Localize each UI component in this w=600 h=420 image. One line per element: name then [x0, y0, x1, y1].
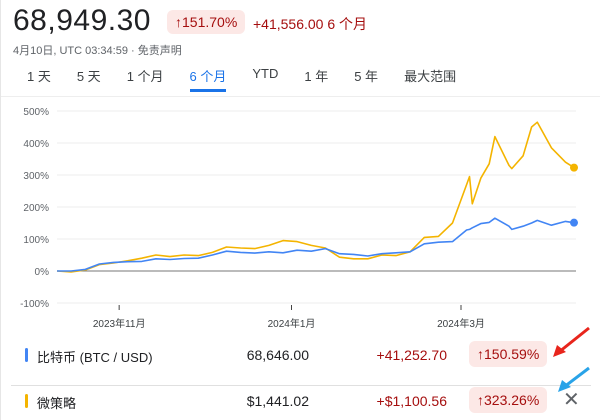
x-tick-label: 2023年11月 — [93, 317, 146, 330]
y-tick-label: 500% — [23, 107, 49, 118]
comparison-chart[interactable]: -100% 0% 100% 200% 300% 400% 500% 2023年11月 2024年… — [1, 95, 600, 335]
y-tick-label: 200% — [23, 203, 49, 214]
close-icon[interactable]: ✕ — [563, 389, 580, 411]
compare-row-btc[interactable]: 比特币 (BTC / USD) 68,646.00 +41,252.70 ↑15… — [1, 335, 600, 375]
current-price: 68,949.30 — [13, 4, 151, 37]
series-line — [56, 121, 575, 273]
divider — [1, 96, 600, 97]
tab-1y[interactable]: 1 年 — [304, 69, 329, 84]
series-color-bar — [25, 394, 28, 408]
row-name: 比特币 (BTC / USD) — [37, 350, 153, 365]
row-pct-badge: ↑323.26% — [469, 387, 548, 413]
row-divider — [11, 385, 591, 386]
tab-1m[interactable]: 1 个月 — [126, 69, 164, 84]
row-pct-badge: ↑150.59% — [469, 341, 548, 367]
tab-5d[interactable]: 5 天 — [76, 69, 101, 84]
tab-ytd[interactable]: YTD — [252, 66, 279, 81]
tab-5y[interactable]: 5 年 — [354, 69, 379, 84]
series-color-bar — [25, 348, 28, 362]
compare-row-mstr[interactable]: 微策略 $1,441.02 +$1,100.56 ↑323.26% ✕ — [1, 381, 600, 420]
y-tick-label: 300% — [23, 171, 49, 182]
row-value: $1,441.02 — [246, 393, 309, 409]
x-tick-label: 2024年3月 — [437, 317, 485, 330]
tab-max[interactable]: 最大范围 — [404, 69, 457, 84]
row-abs-change: +41,252.70 — [376, 347, 447, 363]
y-tick-label: 0% — [35, 267, 50, 278]
range-tabs: 1 天 5 天 1 个月 6 个月 YTD 1 年 5 年 最大范围 — [27, 66, 482, 92]
y-tick-label: -100% — [20, 299, 49, 310]
series-end-point — [570, 163, 578, 172]
abs-change: +41,556.00 6 个月 — [253, 16, 368, 32]
series-end-point — [570, 218, 578, 227]
row-abs-change: +$1,100.56 — [376, 393, 447, 409]
tab-6m[interactable]: 6 个月 — [189, 66, 227, 92]
row-value: 68,646.00 — [246, 347, 309, 363]
y-tick-label: 100% — [23, 235, 49, 246]
row-name: 微策略 — [37, 396, 77, 411]
series-line — [57, 217, 575, 272]
tab-1d[interactable]: 1 天 — [27, 69, 51, 84]
x-tick-label: 2024年1月 — [268, 317, 316, 330]
pct-change-badge: ↑151.70% — [167, 10, 246, 34]
y-tick-label: 400% — [23, 139, 49, 150]
timestamp-disclaimer[interactable]: 4月10日, UTC 03:34:59 · 免责声明 — [13, 45, 182, 57]
